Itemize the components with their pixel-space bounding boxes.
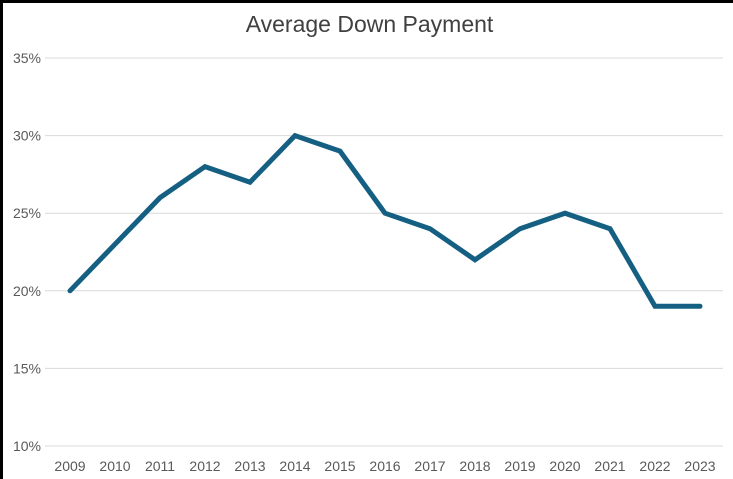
y-tick-label: 20%	[13, 283, 41, 299]
x-tick-label: 2018	[459, 458, 490, 474]
y-tick-label: 30%	[13, 128, 41, 144]
x-tick-label: 2009	[54, 458, 85, 474]
y-tick-label: 15%	[13, 360, 41, 376]
x-tick-label: 2017	[414, 458, 445, 474]
y-tick-label: 25%	[13, 205, 41, 221]
plot-area: 35% 30% 25% 20% 15% 10% 2009 2010 2011 2012 2013 20…	[13, 50, 723, 474]
x-tick-label: 2016	[369, 458, 400, 474]
x-tick-label: 2022	[639, 458, 670, 474]
data-line-average-down-payment	[67, 132, 703, 309]
y-tick-label: 10%	[13, 438, 41, 454]
x-tick-label: 2011	[145, 458, 175, 474]
x-tick-label: 2023	[684, 458, 715, 474]
x-tick-label: 2010	[99, 458, 130, 474]
y-tick-label: 35%	[13, 50, 41, 66]
chart-title: Average Down Payment	[245, 11, 494, 37]
x-tick-label: 2021	[594, 458, 625, 474]
x-tick-label: 2014	[279, 458, 310, 474]
x-tick-label: 2015	[324, 458, 355, 474]
x-tick-label: 2013	[234, 458, 265, 474]
x-tick-label: 2020	[549, 458, 580, 474]
x-tick-label: 2012	[189, 458, 220, 474]
x-tick-label: 2019	[504, 458, 535, 474]
